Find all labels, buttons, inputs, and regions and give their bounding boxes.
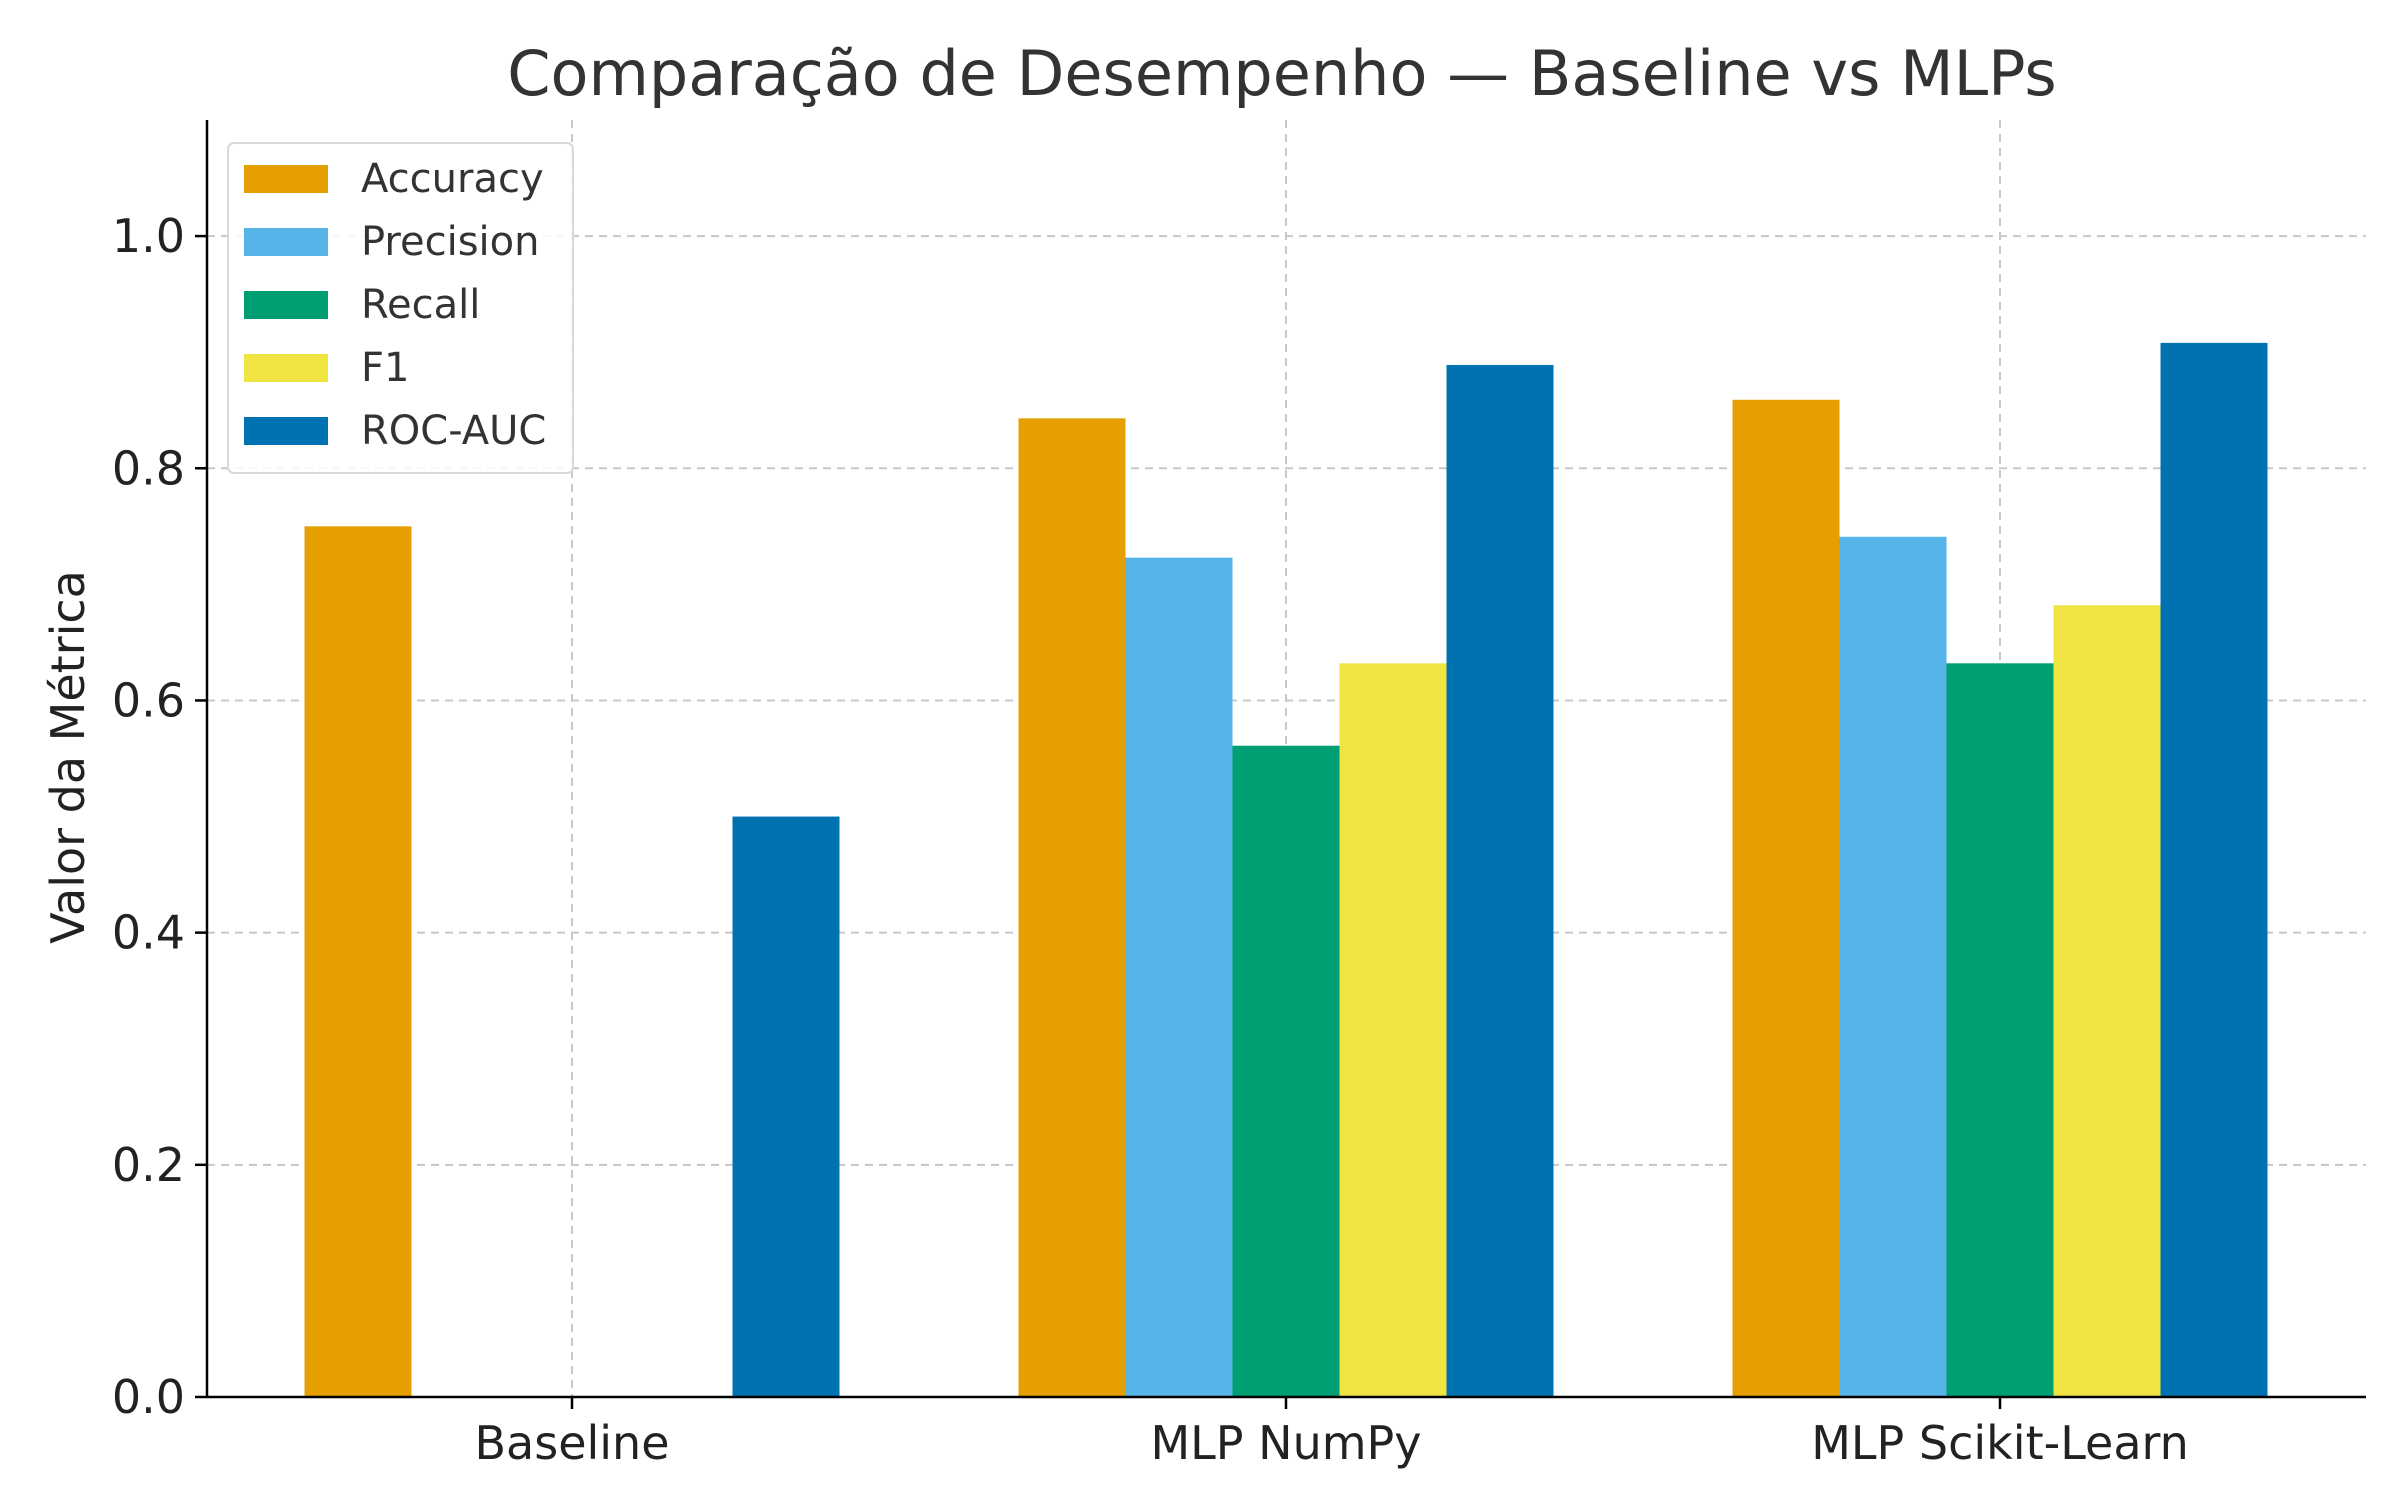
bar-roc-auc bbox=[1446, 364, 1554, 1398]
chart-title: Comparação de Desempenho — Baseline vs M… bbox=[507, 37, 2056, 110]
y-tick-label: 0.8 bbox=[112, 441, 185, 495]
bar-accuracy bbox=[1732, 399, 1840, 1398]
bar-accuracy bbox=[304, 526, 412, 1397]
legend-swatch bbox=[244, 417, 328, 445]
y-tick-label: 0.2 bbox=[112, 1138, 185, 1192]
tick-labels: 0.0 0.2 0.4 0.6 0.8 1.0 Baseline MLP NumPy MLP S… bbox=[112, 209, 2189, 1470]
bar-roc-auc bbox=[732, 816, 840, 1397]
bar-precision bbox=[1839, 536, 1947, 1397]
bar-recall bbox=[1232, 745, 1340, 1397]
legend-swatch bbox=[244, 228, 328, 256]
bar-precision bbox=[1125, 557, 1233, 1397]
bar-accuracy bbox=[1018, 418, 1126, 1397]
x-tick-label: MLP Scikit-Learn bbox=[1811, 1416, 2189, 1470]
legend-label: Accuracy bbox=[361, 156, 544, 202]
legend-label: Precision bbox=[361, 219, 539, 265]
x-tick-label: Baseline bbox=[474, 1416, 669, 1470]
y-axis-label: Valor da Métrica bbox=[41, 570, 95, 944]
y-tick-label: 0.4 bbox=[112, 906, 185, 960]
legend-box bbox=[227, 142, 574, 474]
y-tick-label: 0.6 bbox=[112, 673, 185, 727]
x-tick-label: MLP NumPy bbox=[1150, 1416, 1421, 1470]
bar-f1 bbox=[1339, 663, 1447, 1397]
legend-label: F1 bbox=[361, 345, 409, 391]
legend-swatch bbox=[244, 291, 328, 319]
bar-recall bbox=[1946, 663, 2054, 1397]
axes bbox=[195, 120, 2366, 1409]
legend-swatch bbox=[244, 165, 328, 193]
bar-f1 bbox=[2053, 605, 2161, 1397]
legend-label: Recall bbox=[361, 282, 480, 328]
y-tick-label: 1.0 bbox=[112, 209, 185, 263]
legend-label: ROC-AUC bbox=[361, 408, 546, 454]
legend-swatch bbox=[244, 354, 328, 382]
legend: Accuracy Precision Recall F1 ROC-AUC bbox=[227, 142, 574, 474]
bars bbox=[304, 342, 2268, 1398]
bar-roc-auc bbox=[2160, 342, 2268, 1397]
y-tick-label: 0.0 bbox=[112, 1370, 185, 1424]
